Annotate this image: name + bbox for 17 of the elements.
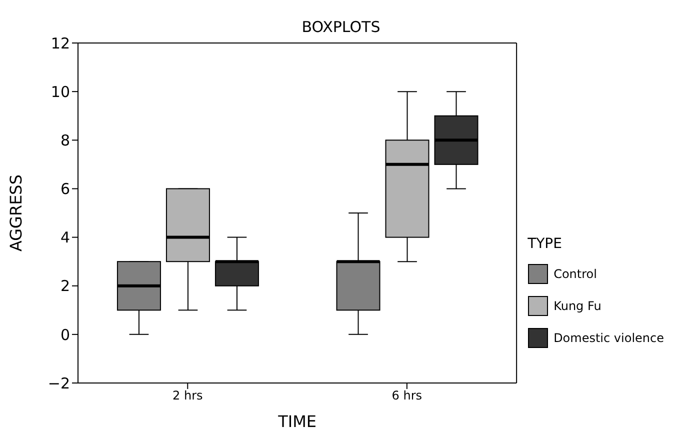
legend-label: Kung Fu [554,298,602,312]
y-tick-label: −2 [48,374,70,392]
chart-title: BOXPLOTS [302,18,380,36]
x-tick-label: 2 hrs [172,388,203,403]
y-tick-label: 2 [60,277,70,296]
y-tick-label: 12 [50,34,70,52]
legend-label: Domestic violence [554,330,664,344]
y-tick-label: 10 [50,82,70,101]
x-axis-title: TIME [277,412,316,431]
legend-title: TYPE [528,236,563,252]
y-axis-title: AGGRESS [6,174,26,252]
y-tick-label: 0 [60,326,70,344]
y-tick-label: 4 [60,228,70,247]
legend-label: Control [554,266,597,280]
y-tick-label: 8 [60,131,70,150]
x-tick-label: 6 hrs [392,388,422,403]
y-tick-label: 6 [60,180,70,198]
